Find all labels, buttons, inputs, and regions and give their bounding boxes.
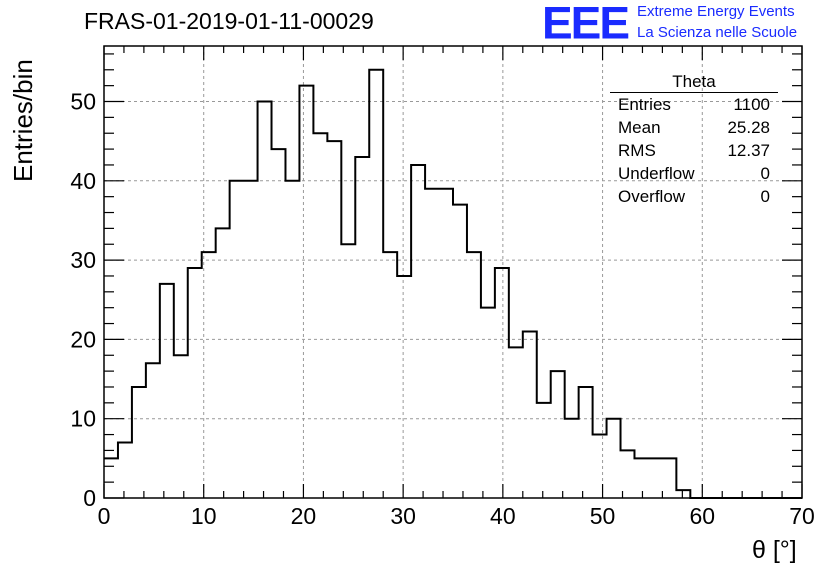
histogram-bin: [648, 458, 662, 498]
histogram-bin: [272, 149, 286, 498]
stats-row-underflow: Underflow 0: [610, 162, 778, 185]
histogram-bin: [551, 371, 565, 498]
histogram-bin: [467, 252, 481, 498]
tick-labels: 0 10 20 30 40 50 60 70 0 10 20 30 40 50: [70, 89, 814, 529]
histogram-bin: [495, 268, 509, 498]
y-tick-label: 0: [83, 485, 96, 511]
eee-logo-mark: EEE: [542, 0, 630, 49]
histogram-bin: [285, 181, 299, 498]
histogram-bin: [621, 450, 635, 498]
plot-frame: [103, 45, 803, 499]
axis-ticks: [103, 46, 803, 499]
histogram-bin: [439, 189, 453, 498]
grid-lines: [104, 46, 802, 498]
stats-value: 1100: [733, 95, 770, 114]
x-tick-label: 70: [789, 503, 815, 529]
stats-label: Entries: [618, 95, 671, 114]
histogram-bin: [313, 133, 327, 498]
stats-label: Overflow: [618, 187, 686, 206]
stats-row-rms: RMS 12.37: [610, 139, 778, 162]
histogram-bin: [383, 252, 397, 498]
histogram-bin: [397, 276, 411, 498]
histogram-bin: [244, 181, 258, 498]
histogram-bin: [341, 244, 355, 498]
histogram-bin: [174, 355, 188, 498]
histogram-bins: [104, 68, 802, 499]
x-tick-label: 40: [490, 503, 516, 529]
histogram-bin: [523, 331, 537, 498]
histogram-bin: [104, 458, 118, 498]
histogram-bin: [593, 435, 607, 498]
histogram-bin: [202, 252, 216, 498]
stats-box: Theta Entries 1100 Mean 25.28 RMS 12.37 …: [610, 71, 778, 208]
logo-line-1: Extreme Energy Events: [637, 3, 795, 20]
histogram-bin: [230, 181, 244, 498]
histogram-bin: [481, 308, 495, 498]
y-tick-label: 20: [70, 326, 96, 352]
histogram-bin: [579, 387, 593, 498]
x-tick-label: 20: [291, 503, 317, 529]
histogram-outline: [104, 68, 802, 499]
histogram-bin: [118, 442, 132, 498]
histogram-bin: [132, 387, 146, 498]
histogram-bin: [425, 189, 439, 498]
plot-frame-rect: [103, 45, 803, 499]
x-tick-label: 60: [689, 503, 715, 529]
x-tick-label: 50: [590, 503, 616, 529]
histogram-bin: [607, 419, 621, 498]
y-tick-label: 10: [70, 406, 96, 432]
x-tick-label: 30: [390, 503, 416, 529]
x-tick-label: 10: [191, 503, 217, 529]
stats-label: Underflow: [618, 164, 695, 183]
histogram-bin: [355, 157, 369, 498]
stats-label: Mean: [618, 118, 661, 137]
stats-row-mean: Mean 25.28: [610, 116, 778, 139]
x-axis-label: θ [°]: [752, 536, 797, 564]
histogram-bin: [146, 363, 160, 498]
histogram-bin: [188, 268, 202, 498]
stats-value: 0: [760, 164, 770, 183]
histogram-bin: [662, 458, 676, 498]
y-tick-label: 40: [70, 168, 96, 194]
x-tick-label: 0: [98, 503, 111, 529]
histogram-bin: [299, 86, 313, 498]
stats-row-overflow: Overflow 0: [610, 185, 778, 208]
histogram-bin: [453, 205, 467, 498]
stats-value: 12.37: [727, 141, 770, 160]
stats-title: Theta: [610, 71, 778, 93]
stats-row-entries: Entries 1100: [610, 93, 778, 116]
chart-title: FRAS-01-2019-01-11-00029: [84, 8, 374, 34]
histogram-bin: [411, 165, 425, 498]
logo-line-2: La Scienza nelle Scuole: [637, 24, 798, 41]
histogram-bin: [537, 403, 551, 498]
y-tick-label: 30: [70, 247, 96, 273]
stats-value: 0: [760, 187, 770, 206]
y-tick-label: 50: [70, 89, 96, 115]
histogram-bin: [369, 70, 383, 498]
histogram-bin: [216, 228, 230, 498]
histogram-bin: [565, 419, 579, 498]
histogram-bin: [327, 141, 341, 498]
stats-label: RMS: [618, 141, 656, 160]
histogram-bin: [676, 490, 690, 498]
histogram-bin: [160, 284, 174, 498]
histogram-bin: [634, 458, 648, 498]
histogram-bin: [509, 347, 523, 498]
stats-value: 25.28: [727, 118, 770, 137]
y-axis-label: Entries/bin: [8, 59, 38, 182]
histogram-bin: [258, 102, 272, 498]
